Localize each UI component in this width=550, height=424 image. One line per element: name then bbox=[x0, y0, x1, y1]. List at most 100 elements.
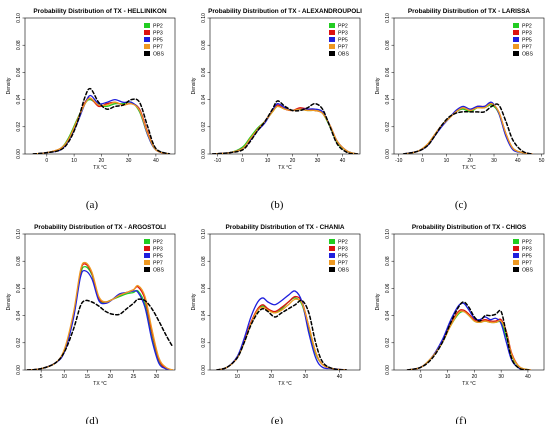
y-tick-label: 0.04 bbox=[201, 311, 207, 321]
y-tick-label: 0.06 bbox=[385, 67, 391, 77]
x-tick-label: 30 bbox=[491, 158, 497, 164]
series-line-pp7 bbox=[402, 102, 533, 154]
series-group bbox=[216, 290, 348, 370]
x-tick-label: 0 bbox=[421, 158, 424, 164]
chart-title: Probability Distribution of TX - CHANIA bbox=[226, 224, 345, 231]
legend-swatch-obs bbox=[144, 51, 150, 56]
x-axis-label: TX °C bbox=[462, 165, 476, 171]
legend-label-pp5: PP5 bbox=[153, 253, 163, 259]
legend-label-pp2: PP2 bbox=[522, 239, 532, 245]
legend-swatch-obs bbox=[513, 51, 519, 56]
x-tick-label: 30 bbox=[126, 158, 132, 164]
chart-title: Probability Distribution of TX - CHIOS bbox=[412, 224, 527, 231]
y-tick-label: 0.06 bbox=[201, 67, 207, 77]
chart-title: Probability Distribution of TX - HELLINI… bbox=[33, 8, 167, 15]
legend-label-pp2: PP2 bbox=[338, 239, 348, 245]
x-tick-label: 20 bbox=[472, 374, 478, 380]
x-tick-label: 15 bbox=[85, 374, 91, 380]
x-tick-label: 40 bbox=[153, 158, 159, 164]
x-tick-label: 10 bbox=[71, 158, 77, 164]
y-tick-label: 0.06 bbox=[201, 283, 207, 293]
legend-swatch-pp3 bbox=[144, 30, 150, 35]
plot-frame bbox=[393, 233, 545, 371]
chart-panel-c: Probability Distribution of TX - LARISSA… bbox=[375, 8, 545, 211]
legend-swatch-obs bbox=[329, 267, 335, 272]
y-tick-label: 0.08 bbox=[201, 40, 207, 50]
y-tick-label: 0.02 bbox=[385, 338, 391, 348]
y-tick-label: 0.08 bbox=[385, 256, 391, 266]
series-line-pp5 bbox=[406, 302, 532, 370]
legend-label-pp3: PP3 bbox=[153, 30, 163, 36]
series-line-obs bbox=[402, 103, 533, 154]
y-tick-label: 0.10 bbox=[201, 13, 207, 23]
legend-swatch-pp5 bbox=[329, 253, 335, 258]
x-axis-label: TX °C bbox=[462, 381, 476, 387]
x-tick-label: 0 bbox=[45, 158, 48, 164]
y-tick-label: 0.02 bbox=[16, 338, 22, 348]
y-tick-label: 0.10 bbox=[16, 13, 22, 23]
legend-label-pp2: PP2 bbox=[153, 23, 163, 29]
x-tick-label: 25 bbox=[131, 374, 137, 380]
x-tick-label: 30 bbox=[498, 374, 504, 380]
x-tick-label: 0 bbox=[419, 374, 422, 380]
series-line-pp5 bbox=[26, 269, 174, 370]
plot-frame bbox=[209, 17, 361, 155]
legend-swatch-pp7 bbox=[513, 44, 519, 49]
series-group bbox=[402, 101, 533, 154]
y-tick-label: 0.08 bbox=[16, 40, 22, 50]
y-tick-label: 0.00 bbox=[201, 365, 207, 375]
chart-title: Probability Distribution of TX - ALEXAND… bbox=[208, 8, 362, 15]
y-axis-label: Density bbox=[375, 77, 381, 94]
y-tick-label: 0.02 bbox=[201, 122, 207, 132]
series-line-pp2 bbox=[26, 265, 174, 370]
legend-swatch-pp3 bbox=[329, 246, 335, 251]
series-line-obs bbox=[26, 298, 174, 370]
legend-swatch-pp3 bbox=[513, 246, 519, 251]
chart-title: Probability Distribution of TX - LARISSA bbox=[408, 8, 531, 15]
x-axis-label: TX °C bbox=[278, 381, 292, 387]
series-line-pp2 bbox=[211, 105, 359, 154]
y-tick-label: 0.10 bbox=[385, 229, 391, 239]
plot-frame bbox=[24, 17, 176, 155]
y-tick-label: 0.08 bbox=[201, 256, 207, 266]
legend-label-pp3: PP3 bbox=[338, 30, 348, 36]
y-tick-label: 0.06 bbox=[16, 283, 22, 293]
legend-label-pp5: PP5 bbox=[338, 37, 348, 43]
legend-swatch-pp3 bbox=[144, 246, 150, 251]
series-group bbox=[211, 100, 359, 154]
x-tick-label: 30 bbox=[154, 374, 160, 380]
legend-label-pp2: PP2 bbox=[153, 239, 163, 245]
y-tick-label: 0.08 bbox=[385, 40, 391, 50]
y-axis-label: Density bbox=[6, 77, 12, 94]
plot-frame bbox=[24, 233, 176, 371]
chart-panel-e: Probability Distribution of TX - CHANIA 1… bbox=[191, 224, 361, 424]
x-tick-label: -10 bbox=[214, 158, 221, 164]
y-tick-label: 0.06 bbox=[16, 67, 22, 77]
legend-swatch-pp7 bbox=[144, 260, 150, 265]
y-axis-label: Density bbox=[191, 77, 197, 94]
series-line-pp5 bbox=[216, 290, 348, 370]
x-tick-label: 10 bbox=[234, 374, 240, 380]
x-tick-label: 40 bbox=[340, 158, 346, 164]
panel-label: (f) bbox=[456, 415, 467, 424]
legend-label-obs: OBS bbox=[338, 51, 349, 57]
plot-frame bbox=[209, 233, 361, 371]
x-tick-label: 5 bbox=[40, 374, 43, 380]
legend-label-pp2: PP2 bbox=[522, 23, 532, 29]
legend-swatch-pp7 bbox=[144, 44, 150, 49]
y-tick-label: 0.02 bbox=[385, 122, 391, 132]
x-tick-label: 10 bbox=[61, 374, 67, 380]
legend-label-obs: OBS bbox=[153, 267, 164, 273]
legend-swatch-pp3 bbox=[513, 30, 519, 35]
y-tick-label: 0.00 bbox=[385, 365, 391, 375]
series-line-pp3 bbox=[211, 104, 359, 154]
y-tick-label: 0.00 bbox=[16, 365, 22, 375]
legend-label-pp7: PP7 bbox=[522, 260, 532, 266]
x-tick-label: 0 bbox=[241, 158, 244, 164]
series-line-pp7 bbox=[32, 97, 171, 154]
y-tick-label: 0.04 bbox=[16, 95, 22, 105]
y-tick-label: 0.08 bbox=[16, 256, 22, 266]
